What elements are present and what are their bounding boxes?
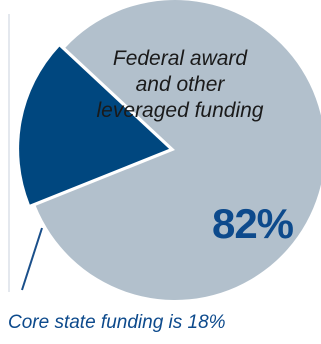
large-slice-label-line-2: and other	[135, 73, 225, 96]
large-slice-value: 82%	[211, 200, 294, 247]
caption-core-state-funding: Core state funding is 18%	[8, 312, 226, 333]
large-slice-label-line-3: leveraged funding	[96, 99, 264, 122]
pie-slices	[19, 0, 321, 300]
large-slice-label-line-1: Federal award	[112, 47, 248, 70]
pie-slice-core-state-funding	[19, 46, 170, 205]
leader-line	[21, 227, 43, 291]
pie-slice-federal-award	[35, 0, 321, 300]
large-slice-label: Federal award and other leveraged fundin…	[70, 46, 290, 124]
